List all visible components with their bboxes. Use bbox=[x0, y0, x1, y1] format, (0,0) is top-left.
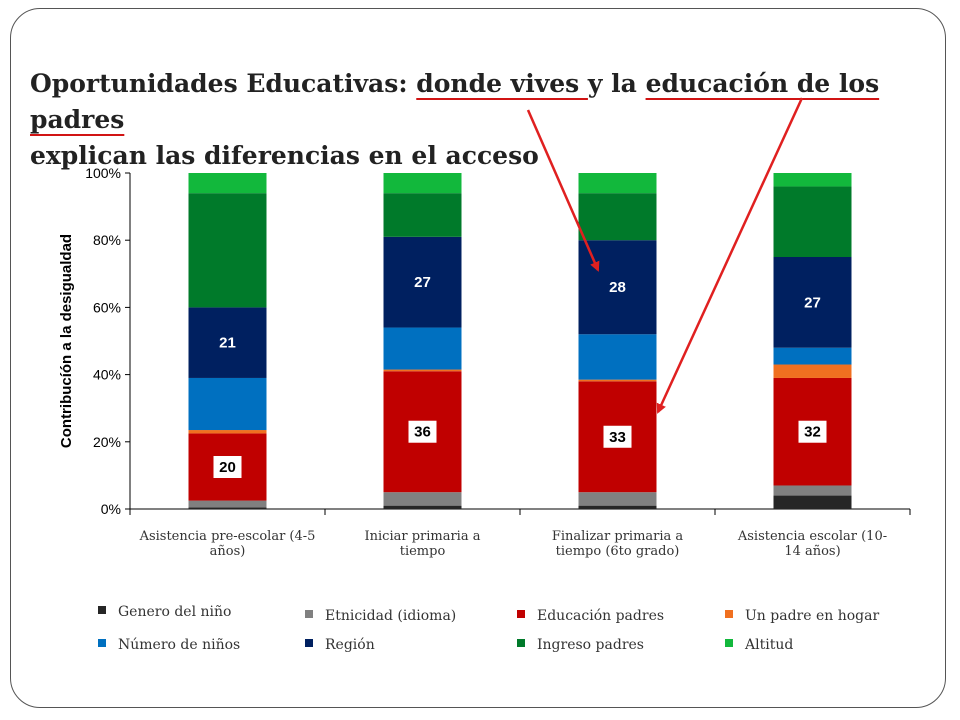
x-category-label: Asistencia escolar (10- bbox=[737, 529, 887, 544]
bar-segment bbox=[188, 430, 267, 434]
bar-segment bbox=[773, 257, 852, 348]
data-label-box bbox=[798, 420, 827, 443]
x-category-label: Finalizar primaria a bbox=[552, 529, 684, 544]
title-part1: Oportunidades Educativas: bbox=[30, 69, 417, 98]
x-category-label: tiempo bbox=[400, 544, 446, 559]
data-label: 32 bbox=[804, 424, 821, 441]
bar-segment bbox=[773, 347, 852, 365]
bar-segment bbox=[383, 327, 462, 370]
data-label: 28 bbox=[609, 279, 626, 296]
y-tick-label: 20% bbox=[93, 434, 121, 450]
data-label: 33 bbox=[609, 429, 626, 446]
bar-segment bbox=[578, 334, 657, 380]
bar-segment bbox=[773, 186, 852, 257]
data-label: 27 bbox=[414, 274, 431, 291]
title-highlight-parents: educación de los padres bbox=[30, 69, 880, 134]
bar-segment bbox=[188, 500, 267, 508]
bar-segment bbox=[578, 492, 657, 506]
data-label: 27 bbox=[804, 294, 821, 311]
data-label-box bbox=[408, 420, 437, 443]
bar-segment bbox=[188, 307, 267, 378]
bar-segment bbox=[383, 173, 462, 194]
bar-segment bbox=[578, 193, 657, 241]
data-label: 36 bbox=[414, 424, 431, 441]
bar-segment bbox=[578, 379, 657, 382]
annotation-arrow-parents bbox=[656, 97, 804, 414]
data-label-box bbox=[603, 425, 632, 448]
y-tick-label: 60% bbox=[93, 299, 121, 315]
bar-segment bbox=[773, 173, 852, 187]
x-category-label: Iniciar primaria a bbox=[365, 529, 481, 544]
y-tick-label: 80% bbox=[93, 232, 121, 248]
bar-segment bbox=[773, 485, 852, 496]
x-category-label: 14 años) bbox=[784, 544, 840, 559]
slide-frame bbox=[10, 8, 946, 708]
bar-segment bbox=[383, 369, 462, 372]
y-tick-label: 0% bbox=[101, 501, 121, 517]
bar-segment bbox=[383, 492, 462, 506]
bar-segment bbox=[188, 377, 267, 431]
bar-segment bbox=[578, 505, 657, 509]
x-category-label: Asistencia pre-escolar (4-5 bbox=[139, 529, 316, 544]
bar-segment bbox=[383, 505, 462, 509]
title-part2: y la bbox=[587, 69, 646, 98]
y-tick-label: 40% bbox=[93, 367, 121, 383]
annotation-arrow-region bbox=[526, 109, 600, 272]
y-tick-label: 100% bbox=[85, 165, 121, 181]
bar-segment bbox=[383, 236, 462, 328]
bar-segment bbox=[188, 193, 267, 308]
y-axis-label: Contribucíón a la desigualdad bbox=[58, 234, 75, 448]
bar-segment bbox=[773, 495, 852, 509]
title-highlight-region: donde vives bbox=[416, 69, 588, 98]
data-label-box bbox=[213, 456, 242, 478]
x-category-label: años) bbox=[210, 544, 246, 559]
x-category-label: tiempo (6to grado) bbox=[556, 544, 680, 559]
bar-segment bbox=[188, 507, 267, 509]
slide-title: Oportunidades Educativas: donde vives y … bbox=[30, 66, 950, 174]
title-line2: explican las diferencias en el acceso bbox=[30, 141, 539, 170]
data-label: 20 bbox=[219, 459, 236, 476]
bar-segment bbox=[578, 173, 657, 194]
bar-segment bbox=[383, 193, 462, 237]
bar-segment bbox=[188, 173, 267, 194]
bar-segment bbox=[773, 364, 852, 378]
data-label: 21 bbox=[219, 335, 236, 352]
